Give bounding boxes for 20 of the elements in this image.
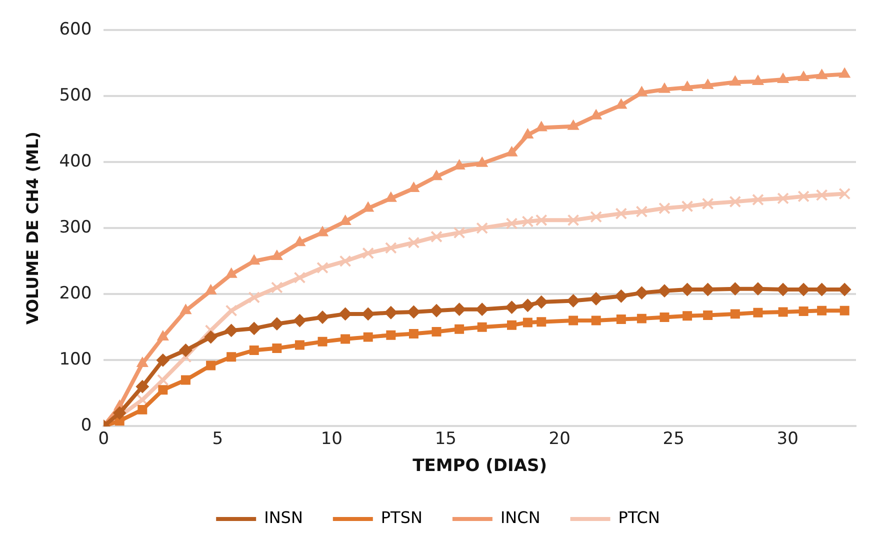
- y-tick-label: 600: [59, 19, 92, 40]
- x-tick-label: 20: [548, 428, 570, 449]
- y-axis-title: VOLUME DE CH4 (ML): [22, 132, 42, 325]
- x-tick-label: 15: [434, 428, 456, 449]
- y-tick-label: 500: [59, 85, 92, 106]
- x-tick-label: 25: [662, 428, 684, 449]
- y-tick-label: 0: [80, 416, 92, 436]
- legend-label: PTCN: [618, 508, 660, 528]
- x-axis-title: TEMPO (DIAS): [412, 456, 547, 476]
- x-tick-label: 0: [98, 428, 110, 449]
- y-tick-label: 300: [59, 218, 92, 238]
- legend-label: INSN: [264, 508, 303, 528]
- x-tick-label: 10: [320, 428, 342, 449]
- y-tick-label: 200: [59, 284, 92, 304]
- x-tick-label: 30: [776, 428, 798, 449]
- legend-label: PTSN: [380, 508, 422, 528]
- legend-label: INCN: [500, 508, 540, 528]
- y-tick-label: 100: [59, 350, 92, 370]
- y-tick-label: 400: [59, 151, 92, 172]
- x-tick-label: 5: [212, 428, 224, 449]
